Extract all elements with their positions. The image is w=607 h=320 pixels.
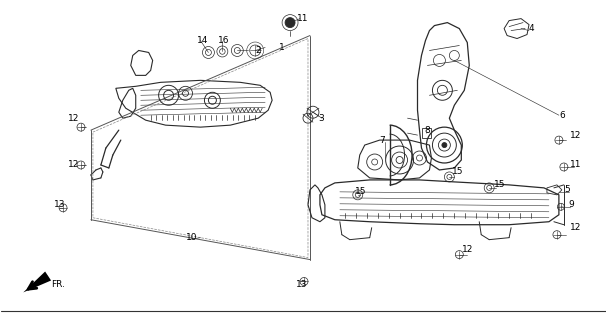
Text: 6: 6 xyxy=(559,111,565,120)
Text: 12: 12 xyxy=(570,131,582,140)
Text: 12: 12 xyxy=(463,245,473,254)
Text: 15: 15 xyxy=(354,188,366,196)
Circle shape xyxy=(442,143,447,148)
Text: FR.: FR. xyxy=(51,280,65,289)
Text: 8: 8 xyxy=(424,126,430,135)
Text: 14: 14 xyxy=(197,36,208,45)
Text: 15: 15 xyxy=(494,180,506,189)
Polygon shape xyxy=(23,271,51,292)
Text: 7: 7 xyxy=(379,136,385,145)
Text: 13: 13 xyxy=(54,200,66,209)
Text: 1: 1 xyxy=(279,43,285,52)
Text: 2: 2 xyxy=(255,46,261,55)
Text: 4: 4 xyxy=(529,24,535,33)
Text: 13: 13 xyxy=(296,280,308,289)
Text: 3: 3 xyxy=(318,114,324,123)
Text: 12: 12 xyxy=(68,114,80,123)
Circle shape xyxy=(285,18,295,28)
Text: 12: 12 xyxy=(68,160,80,170)
Text: 12: 12 xyxy=(570,223,582,232)
Text: 11: 11 xyxy=(297,14,308,23)
Text: 16: 16 xyxy=(219,36,230,45)
Text: 9: 9 xyxy=(569,200,575,209)
Text: 11: 11 xyxy=(570,160,582,170)
Text: 15: 15 xyxy=(452,167,464,176)
Text: 10: 10 xyxy=(186,233,197,242)
Text: 5: 5 xyxy=(564,185,569,194)
